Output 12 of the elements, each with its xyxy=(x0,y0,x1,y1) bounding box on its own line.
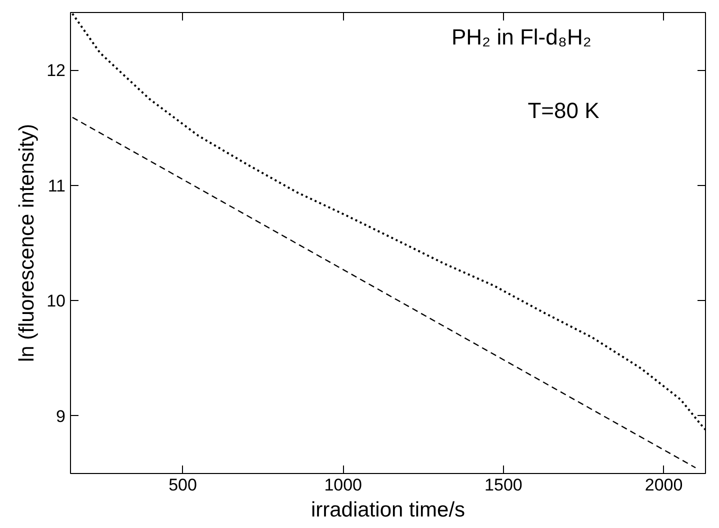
x-tick-label: 2000 xyxy=(644,476,683,494)
y-axis-title: ln (fluorescence intensity) xyxy=(16,124,39,362)
annotation: T=80 K xyxy=(528,98,600,124)
y-tick-label: 10 xyxy=(46,292,66,311)
x-tick-label: 500 xyxy=(168,476,197,494)
annotation: PH₂ in Fl-d₈H₂ xyxy=(452,24,592,50)
y-tick-label: 9 xyxy=(56,406,66,426)
y-tick-label: 12 xyxy=(46,61,66,80)
x-axis-title: irradiation time/s xyxy=(310,498,466,522)
y-tick-label: 11 xyxy=(48,176,66,196)
x-tick-label: 1000 xyxy=(324,476,362,494)
x-tick-label: 1500 xyxy=(484,476,522,494)
